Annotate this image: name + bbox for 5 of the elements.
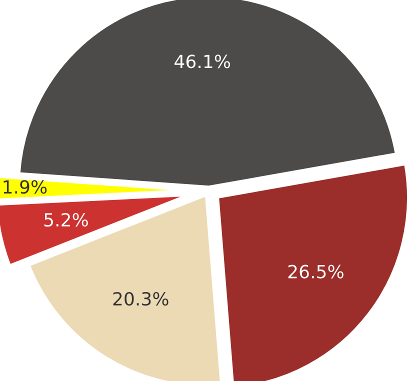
data-label: 26.5% xyxy=(288,264,344,278)
data-label: 5.2% xyxy=(44,212,88,227)
data-label: 1.9% xyxy=(4,180,47,194)
data-label: 20.3% xyxy=(113,292,168,306)
data-label: 46.1% xyxy=(174,54,230,68)
